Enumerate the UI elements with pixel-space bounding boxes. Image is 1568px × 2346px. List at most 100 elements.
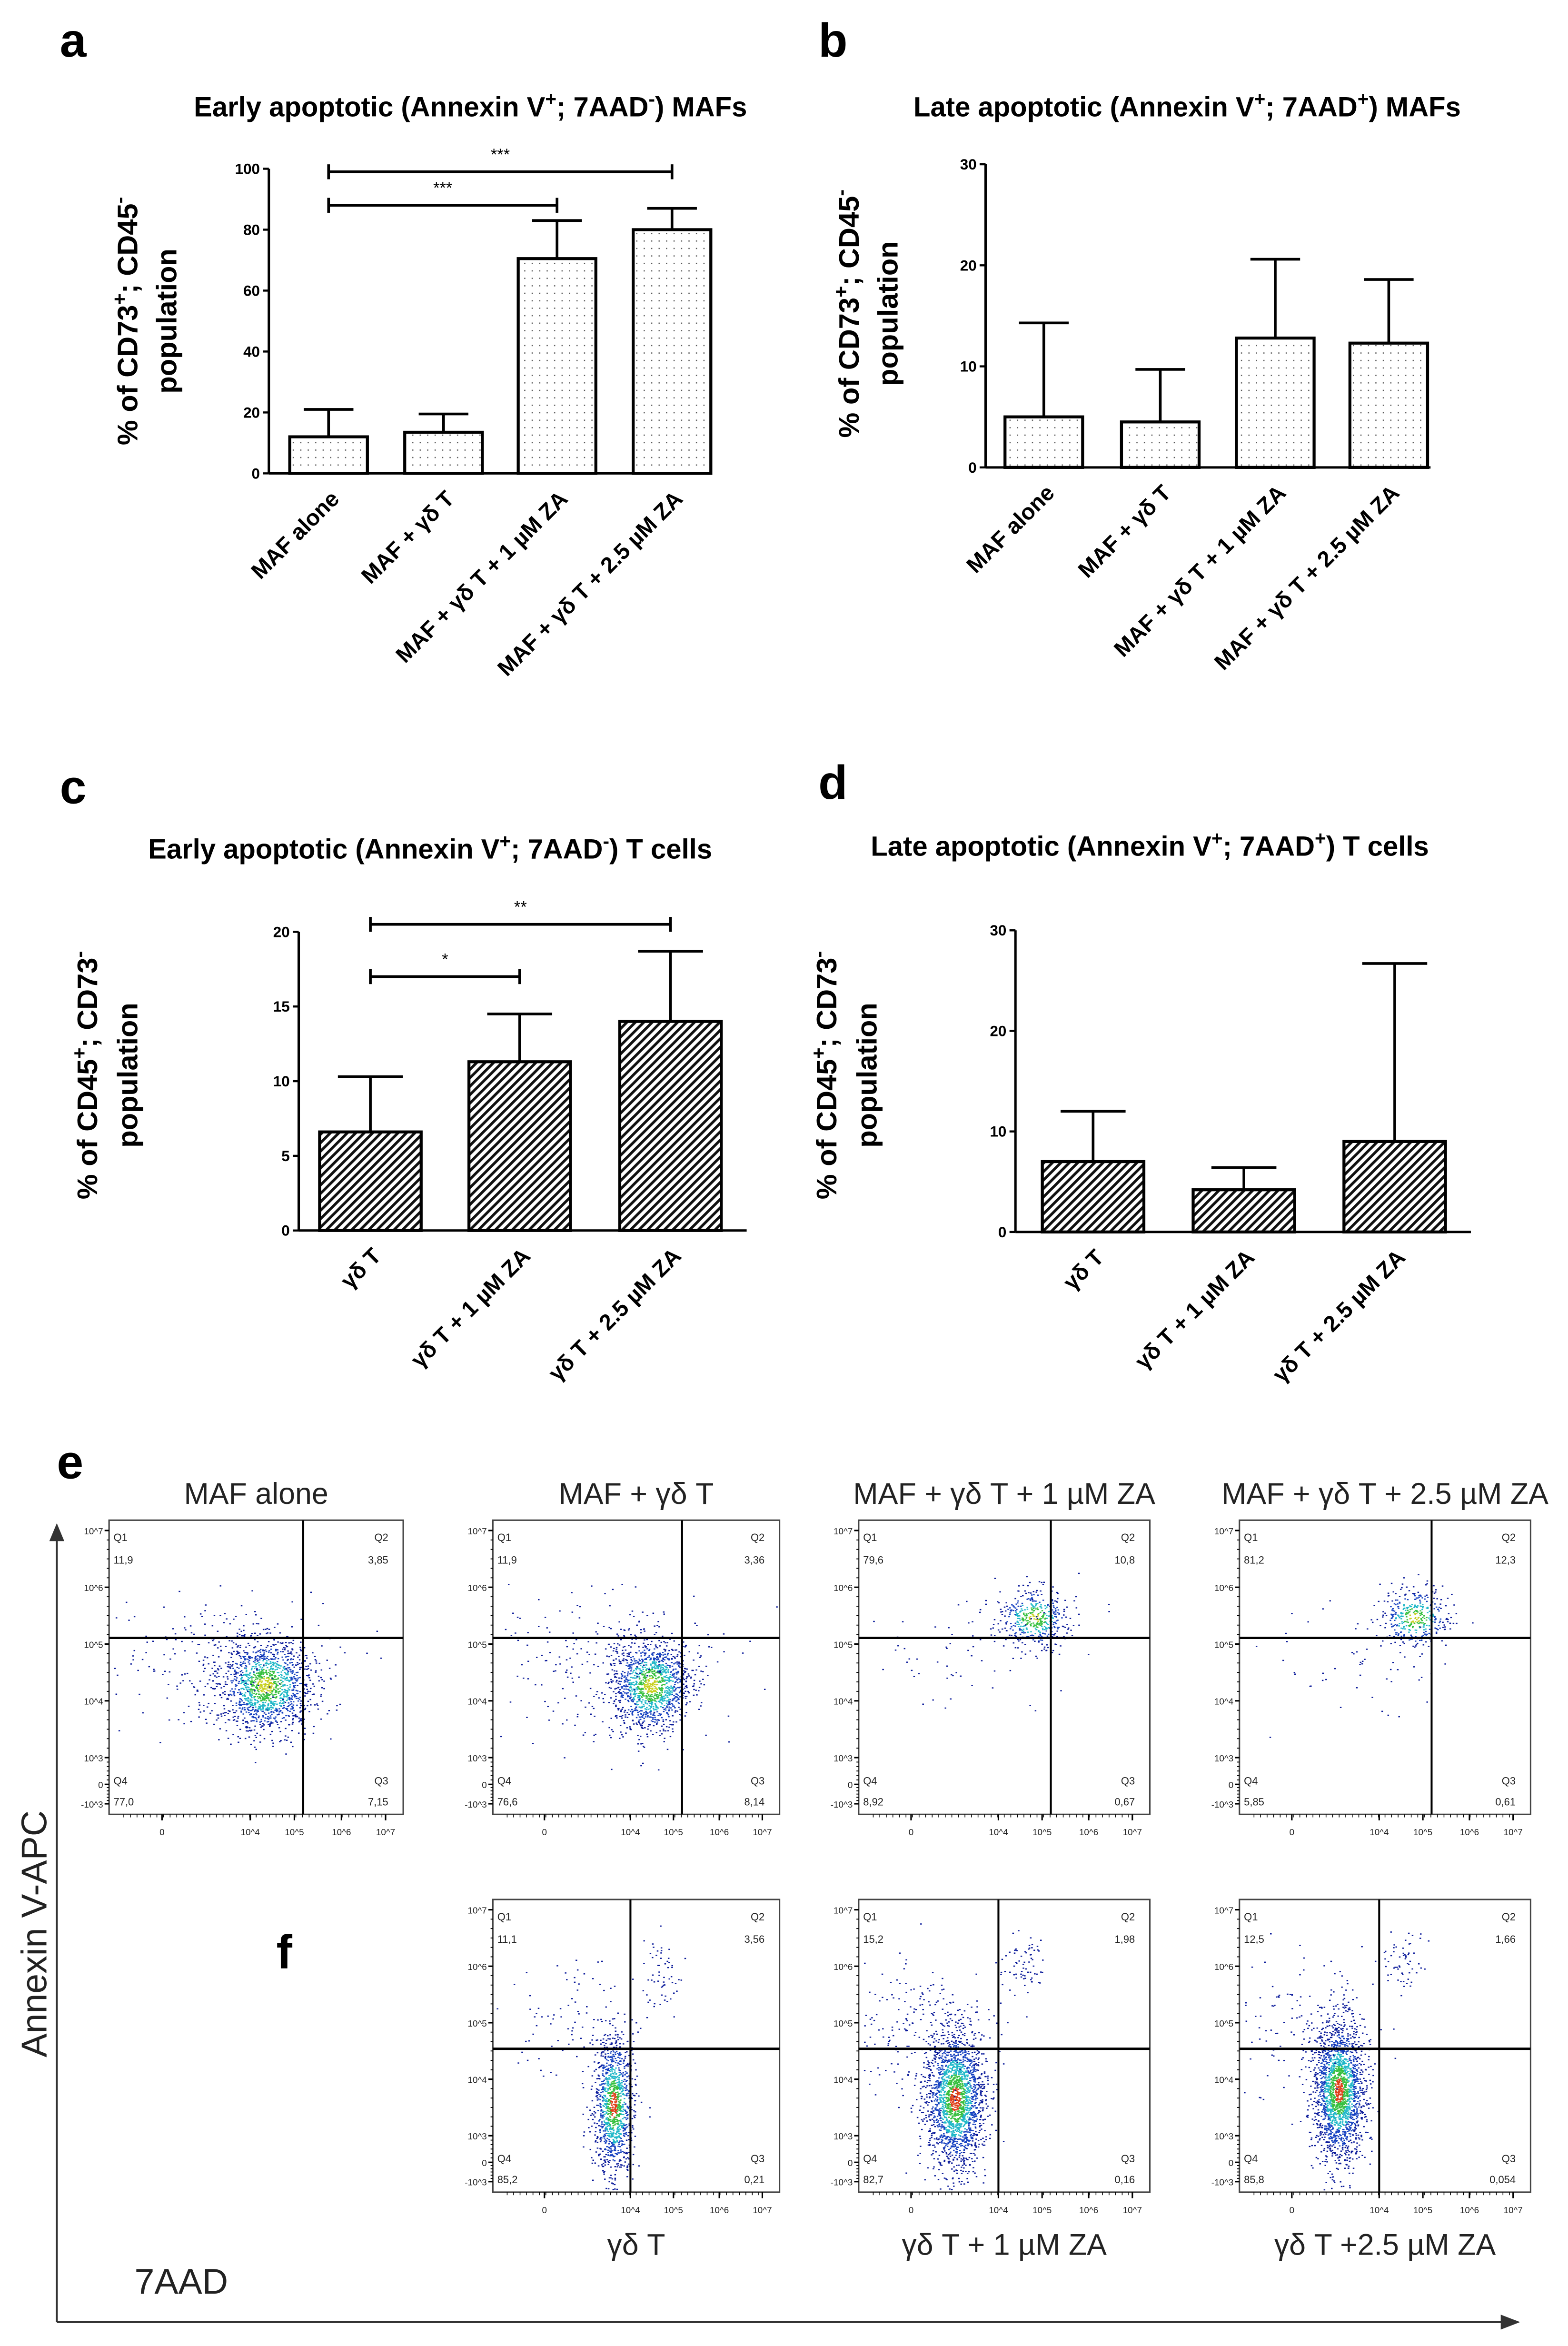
event-dot — [312, 1683, 314, 1685]
event-dot — [630, 1729, 632, 1730]
event-dot — [674, 1690, 675, 1692]
y-tick-label: 0 — [482, 1780, 486, 1790]
event-dot — [254, 1762, 257, 1763]
event-dot — [278, 1665, 280, 1667]
event-dot — [304, 1733, 306, 1735]
event-dot — [566, 1719, 568, 1721]
event-dot — [268, 1651, 270, 1653]
event-dot — [1020, 1658, 1022, 1659]
event-dot — [613, 2076, 615, 2078]
event-dot — [1024, 1590, 1026, 1592]
event-dot — [306, 1683, 308, 1685]
event-dot — [166, 1697, 169, 1699]
event-dot — [676, 1661, 678, 1663]
event-dot — [659, 1714, 661, 1716]
event-dot — [1434, 1621, 1436, 1623]
event-dot — [500, 1736, 502, 1738]
event-dot — [217, 1668, 219, 1670]
event-dot — [661, 1703, 663, 1705]
event-dot — [1379, 1583, 1381, 1585]
event-dot — [665, 1694, 667, 1696]
event-dot — [698, 1690, 700, 1691]
event-dot — [307, 1705, 308, 1707]
event-dot — [646, 1675, 648, 1677]
event-dot — [1399, 1617, 1400, 1619]
event-dot — [257, 1658, 258, 1660]
event-dot — [644, 1639, 645, 1641]
x-tick-label: γδ T + 2.5 µM ZA — [543, 1243, 686, 1386]
event-dot — [244, 1658, 246, 1660]
event-dot — [269, 1687, 271, 1689]
event-dot — [254, 1702, 256, 1704]
event-dot — [645, 1688, 647, 1690]
event-dot — [245, 1614, 247, 1615]
event-dot — [299, 1720, 301, 1721]
event-dot — [1019, 1618, 1021, 1619]
event-dot — [618, 1659, 620, 1661]
event-dot — [228, 1719, 229, 1720]
y-tick-label: 10 — [960, 358, 977, 375]
quadrant-name: Q4 — [863, 1775, 877, 1787]
event-dot — [259, 1651, 261, 1653]
text-segment: ) MAFs — [655, 92, 747, 123]
event-dot — [247, 1722, 249, 1724]
event-dot — [649, 1670, 652, 1671]
event-dot — [286, 1700, 288, 1701]
event-dot — [646, 1668, 648, 1670]
event-dot — [1407, 1606, 1409, 1608]
event-dot — [648, 1649, 651, 1650]
event-dot — [1423, 1618, 1426, 1619]
event-dot — [1032, 1615, 1034, 1617]
event-dot — [622, 1694, 625, 1696]
event-dot — [631, 2086, 633, 2088]
event-dot — [662, 1667, 664, 1669]
event-dot — [1012, 1605, 1014, 1607]
event-dot — [1382, 1614, 1384, 1616]
event-dot — [326, 1660, 328, 1661]
event-dot — [297, 1677, 299, 1679]
event-dot — [1386, 1678, 1388, 1680]
event-dot — [1405, 1614, 1407, 1616]
event-dot — [254, 1611, 256, 1612]
event-dot — [659, 1688, 661, 1689]
event-dot — [1400, 1635, 1402, 1637]
event-dot — [252, 1651, 255, 1653]
bar — [1191, 1188, 1296, 1234]
event-dot — [660, 1693, 663, 1695]
event-dot — [654, 1715, 655, 1716]
event-dot — [262, 1710, 264, 1712]
event-dot — [250, 1704, 253, 1706]
event-dot — [625, 1714, 626, 1716]
event-dot — [264, 1699, 266, 1700]
event-dot — [1003, 1606, 1006, 1608]
event-dot — [211, 1710, 213, 1711]
event-dot — [1396, 1624, 1399, 1626]
event-dot — [620, 1686, 623, 1688]
event-dot — [1014, 1610, 1017, 1611]
event-dot — [1412, 1627, 1414, 1629]
event-dot — [233, 1719, 236, 1720]
event-dot — [263, 1676, 265, 1678]
event-dot — [292, 1704, 295, 1706]
event-dot — [955, 1672, 957, 1673]
event-dot — [631, 1700, 633, 1702]
event-dot — [258, 1707, 260, 1709]
event-dot — [615, 1647, 618, 1649]
event-dot — [297, 1698, 299, 1699]
event-dot — [677, 1695, 679, 1696]
event-dot — [1401, 1583, 1404, 1585]
event-dot — [687, 1690, 689, 1692]
event-dot — [604, 1593, 606, 1594]
event-dot — [618, 1661, 621, 1662]
event-dot — [1108, 1611, 1110, 1612]
event-dot — [234, 1716, 236, 1717]
event-dot — [132, 1659, 134, 1660]
event-dot — [239, 1701, 241, 1703]
event-dot — [652, 1706, 655, 1708]
event-dot — [1040, 1620, 1042, 1622]
event-dot — [233, 1650, 235, 1652]
event-dot — [239, 1704, 241, 1705]
event-dot — [283, 1689, 286, 1690]
event-dot — [657, 1697, 659, 1699]
event-dot — [548, 1720, 550, 1721]
